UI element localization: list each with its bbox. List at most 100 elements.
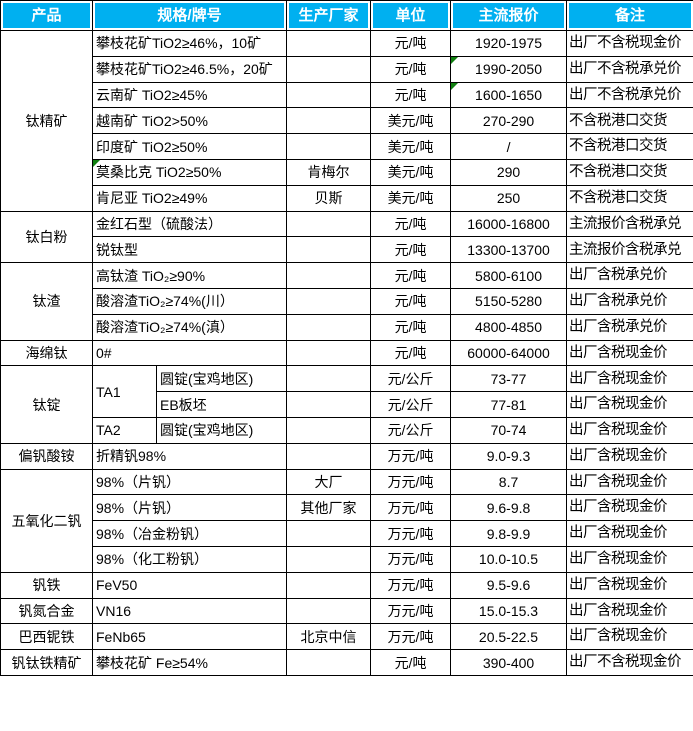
unit-cell[interactable]: 元/吨 bbox=[370, 236, 452, 264]
unit-cell[interactable]: 万元/吨 bbox=[370, 442, 452, 470]
note-cell[interactable]: 不含税港口交货 bbox=[566, 133, 693, 160]
unit-cell[interactable]: 元/公斤 bbox=[370, 391, 452, 418]
note-cell[interactable]: 出厂不含税承兑价 bbox=[566, 55, 693, 83]
spec-cell[interactable]: 98%（化工粉钒） bbox=[91, 545, 288, 573]
unit-cell[interactable]: 元/吨 bbox=[370, 262, 452, 289]
note-cell[interactable]: 出厂含税现金价 bbox=[566, 442, 693, 470]
column-header-note[interactable]: 备注 bbox=[566, 0, 693, 31]
product-cell-titanium-ingot[interactable]: 钛锭 bbox=[0, 365, 93, 444]
subspec-cell[interactable]: 圆锭(宝鸡地区) bbox=[155, 416, 288, 444]
note-cell[interactable]: 出厂不含税现金价 bbox=[566, 30, 693, 57]
note-cell[interactable]: 出厂含税现金价 bbox=[566, 339, 693, 367]
price-cell[interactable]: 16000-16800 bbox=[450, 210, 568, 238]
spec-cell[interactable]: 98%（片钒） bbox=[91, 468, 288, 496]
note-cell[interactable]: 出厂含税承兑价 bbox=[566, 262, 693, 289]
unit-cell[interactable]: 万元/吨 bbox=[370, 545, 452, 573]
note-cell[interactable]: 出厂含税现金价 bbox=[566, 391, 693, 418]
grade-cell[interactable]: TA1 bbox=[92, 365, 157, 418]
note-cell[interactable]: 出厂含税现金价 bbox=[566, 416, 693, 444]
note-cell[interactable]: 出厂不含税现金价 bbox=[566, 649, 693, 676]
spec-cell[interactable]: FeNb65 bbox=[91, 623, 288, 651]
unit-cell[interactable]: 元/吨 bbox=[370, 30, 452, 57]
price-cell[interactable]: 1600-1650 bbox=[450, 81, 568, 109]
price-cell[interactable]: 290 bbox=[450, 158, 568, 186]
spec-cell[interactable]: 金红石型（硫酸法） bbox=[91, 210, 288, 238]
subspec-cell[interactable]: 圆锭(宝鸡地区) bbox=[155, 365, 288, 393]
price-cell[interactable]: 1920-1975 bbox=[450, 30, 568, 57]
note-cell[interactable]: 不含税港口交货 bbox=[566, 184, 693, 212]
unit-cell[interactable]: 万元/吨 bbox=[370, 494, 452, 522]
note-cell[interactable]: 出厂含税现金价 bbox=[566, 597, 693, 625]
price-cell[interactable]: 270-290 bbox=[450, 107, 568, 135]
note-cell[interactable]: 出厂含税现金价 bbox=[566, 571, 693, 599]
unit-cell[interactable]: 美元/吨 bbox=[370, 107, 452, 135]
price-cell[interactable]: 9.8-9.9 bbox=[450, 520, 568, 547]
manufacturer-cell[interactable]: 大厂 bbox=[286, 468, 372, 496]
price-cell[interactable]: 250 bbox=[450, 184, 568, 212]
manufacturer-cell[interactable] bbox=[286, 391, 372, 418]
spec-cell[interactable]: 折精钒98% bbox=[91, 442, 288, 470]
price-cell[interactable]: 10.0-10.5 bbox=[450, 545, 568, 573]
manufacturer-cell[interactable] bbox=[286, 107, 372, 135]
product-cell-titanium-concentrate[interactable]: 钛精矿 bbox=[0, 30, 93, 212]
unit-cell[interactable]: 元/吨 bbox=[370, 649, 452, 676]
manufacturer-cell[interactable] bbox=[286, 287, 372, 315]
unit-cell[interactable]: 万元/吨 bbox=[370, 468, 452, 496]
note-cell[interactable]: 出厂含税承兑价 bbox=[566, 287, 693, 315]
manufacturer-cell[interactable] bbox=[286, 520, 372, 547]
manufacturer-cell[interactable] bbox=[286, 339, 372, 367]
manufacturer-cell[interactable] bbox=[286, 597, 372, 625]
product-cell-titanium-dioxide[interactable]: 钛白粉 bbox=[0, 210, 93, 264]
price-cell[interactable]: 70-74 bbox=[450, 416, 568, 444]
unit-cell[interactable]: 元/吨 bbox=[370, 313, 452, 341]
unit-cell[interactable]: 万元/吨 bbox=[370, 623, 452, 651]
spec-cell[interactable]: 肯尼亚 TiO2≥49% bbox=[91, 184, 288, 212]
manufacturer-cell[interactable] bbox=[286, 81, 372, 109]
unit-cell[interactable]: 万元/吨 bbox=[370, 520, 452, 547]
spec-cell[interactable]: 印度矿 TiO2≥50% bbox=[91, 133, 288, 160]
manufacturer-cell[interactable] bbox=[286, 30, 372, 57]
spec-cell[interactable]: 莫桑比克 TiO2≥50% bbox=[91, 158, 288, 186]
note-cell[interactable]: 主流报价含税承兑 bbox=[566, 236, 693, 264]
spec-cell[interactable]: VN16 bbox=[91, 597, 288, 625]
price-cell[interactable]: 390-400 bbox=[450, 649, 568, 676]
spec-cell[interactable]: 酸溶渣TiO₂≥74%(滇） bbox=[91, 313, 288, 341]
manufacturer-cell[interactable]: 其他厂家 bbox=[286, 494, 372, 522]
manufacturer-cell[interactable] bbox=[286, 55, 372, 83]
product-cell-brazil-ferroniobium[interactable]: 巴西铌铁 bbox=[0, 623, 93, 651]
manufacturer-cell[interactable] bbox=[286, 236, 372, 264]
product-cell-titanium-slag[interactable]: 钛渣 bbox=[0, 262, 93, 341]
spec-cell[interactable]: 酸溶渣TiO₂≥74%(川） bbox=[91, 287, 288, 315]
price-cell[interactable]: 73-77 bbox=[450, 365, 568, 393]
note-cell[interactable]: 出厂含税现金价 bbox=[566, 365, 693, 393]
note-cell[interactable]: 出厂含税现金价 bbox=[566, 623, 693, 651]
unit-cell[interactable]: 万元/吨 bbox=[370, 571, 452, 599]
manufacturer-cell[interactable] bbox=[286, 545, 372, 573]
spec-cell[interactable]: 云南矿 TiO2≥45% bbox=[91, 81, 288, 109]
spec-cell[interactable]: 高钛渣 TiO₂≥90% bbox=[91, 262, 288, 289]
spec-cell[interactable]: 越南矿 TiO2>50% bbox=[91, 107, 288, 135]
unit-cell[interactable]: 元/吨 bbox=[370, 55, 452, 83]
spec-cell[interactable]: 攀枝花矿 Fe≥54% bbox=[91, 649, 288, 676]
price-cell[interactable]: 60000-64000 bbox=[450, 339, 568, 367]
manufacturer-cell[interactable] bbox=[286, 442, 372, 470]
price-cell[interactable]: 4800-4850 bbox=[450, 313, 568, 341]
manufacturer-cell[interactable]: 北京中信 bbox=[286, 623, 372, 651]
price-cell[interactable]: 9.0-9.3 bbox=[450, 442, 568, 470]
price-cell[interactable]: 5800-6100 bbox=[450, 262, 568, 289]
subspec-cell[interactable]: EB板坯 bbox=[155, 391, 288, 418]
price-cell[interactable]: 9.6-9.8 bbox=[450, 494, 568, 522]
manufacturer-cell[interactable] bbox=[286, 365, 372, 393]
note-cell[interactable]: 不含税港口交货 bbox=[566, 107, 693, 135]
price-cell[interactable]: 8.7 bbox=[450, 468, 568, 496]
column-header-price[interactable]: 主流报价 bbox=[450, 0, 568, 31]
column-header-manufacturer[interactable]: 生产厂家 bbox=[286, 0, 372, 31]
price-cell[interactable]: / bbox=[450, 133, 568, 160]
price-cell[interactable]: 5150-5280 bbox=[450, 287, 568, 315]
manufacturer-cell[interactable] bbox=[286, 313, 372, 341]
spec-cell[interactable]: 攀枝花矿TiO2≥46.5%，20矿 bbox=[91, 55, 288, 83]
product-cell-vanadium-nitrogen-alloy[interactable]: 钒氮合金 bbox=[0, 597, 93, 625]
unit-cell[interactable]: 元/吨 bbox=[370, 339, 452, 367]
manufacturer-cell[interactable]: 肯梅尔 bbox=[286, 158, 372, 186]
note-cell[interactable]: 出厂含税现金价 bbox=[566, 494, 693, 522]
